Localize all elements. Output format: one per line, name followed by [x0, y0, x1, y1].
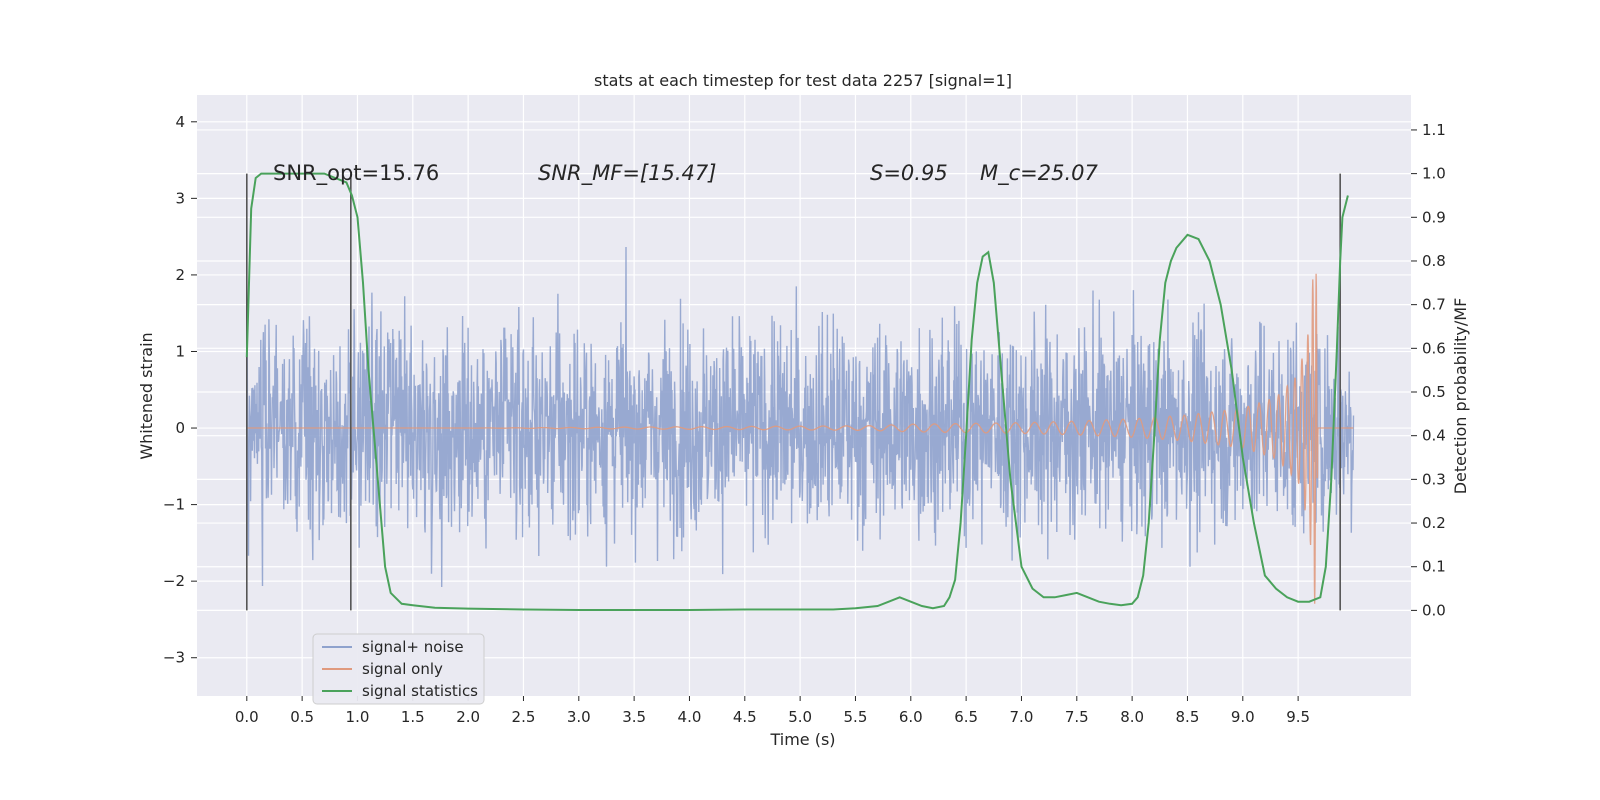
signal-noise-line — [246, 246, 1355, 588]
y2-tick-label: 0.5 — [1422, 383, 1446, 401]
y2-tick-label: 0.9 — [1422, 208, 1446, 226]
y2-tick-label: 0.6 — [1422, 339, 1446, 357]
y-tick-label: 0 — [175, 419, 185, 437]
x-tick-label: 4.0 — [678, 708, 702, 726]
x-tick-label: 9.0 — [1231, 708, 1255, 726]
x-tick-label: 1.0 — [346, 708, 370, 726]
x-tick-label: 3.5 — [622, 708, 646, 726]
y2-axis-label: Detection probability/MF — [1451, 298, 1470, 495]
right-gridlines — [197, 129, 1411, 611]
annotation-mc: M_c=25.07 — [980, 161, 1099, 186]
annotation-s: S=0.95 — [870, 161, 948, 185]
x-tick-label: 0.0 — [235, 708, 259, 726]
x-tick-label: 7.5 — [1065, 708, 1089, 726]
signal-only-line — [246, 273, 1354, 604]
y-tick-label: 3 — [175, 189, 185, 207]
signal-statistics-line — [245, 172, 1349, 611]
y-tick-label: 4 — [175, 113, 185, 131]
y2-tick-label: 0.1 — [1422, 558, 1446, 576]
y2-tick-label: 0.8 — [1422, 252, 1446, 270]
y-tick-label: −2 — [163, 572, 185, 590]
signal-statistics-series — [245, 172, 1349, 611]
x-tick-label: 7.0 — [1010, 708, 1034, 726]
y2-tick-label: 0.7 — [1422, 296, 1446, 314]
y2-tick-label: 0.2 — [1422, 514, 1446, 532]
y-tick-label: −1 — [163, 496, 185, 514]
legend-label-noise: signal+ noise — [362, 638, 464, 656]
y-tick-label: −3 — [163, 649, 185, 667]
y2-tick-label: 0.3 — [1422, 470, 1446, 488]
x-tick-label: 5.5 — [844, 708, 868, 726]
y-axis-ticks: 4 3 2 1 0 −1 −2 −3 — [163, 113, 197, 667]
x-tick-label: 6.0 — [899, 708, 923, 726]
x-tick-label: 5.0 — [788, 708, 812, 726]
x-tick-label: 1.5 — [401, 708, 425, 726]
x-tick-label: 8.0 — [1120, 708, 1144, 726]
y-axis-label: Whitened strain — [137, 332, 156, 459]
x-tick-label: 4.5 — [733, 708, 757, 726]
signal-noise-series — [246, 246, 1355, 588]
x-tick-label: 3.0 — [567, 708, 591, 726]
signal-only-series — [246, 273, 1354, 604]
chart-title: stats at each timestep for test data 225… — [594, 71, 1012, 90]
x-tick-label: 6.5 — [954, 708, 978, 726]
x-tick-label: 8.5 — [1176, 708, 1200, 726]
legend-label-signal: signal only — [362, 660, 443, 678]
y2-tick-label: 0.0 — [1422, 601, 1446, 619]
y-tick-label: 1 — [175, 342, 185, 360]
x-tick-label: 2.5 — [512, 708, 536, 726]
x-tick-label: 9.5 — [1286, 708, 1310, 726]
y2-axis-ticks: 1.1 1.0 0.9 0.8 0.7 0.6 0.5 0.4 0.3 0.2 0.1 0.0 — [1411, 121, 1446, 619]
legend: signal+ noise signal only signal statist… — [312, 633, 485, 705]
x-axis-ticks: 0.0 0.5 1.0 1.5 2.0 2.5 3.0 3.5 4.0 4.5 5.0 5.5 6.0 6… — [235, 696, 1310, 726]
y2-tick-label: 1.0 — [1422, 165, 1446, 183]
annotation-snr-mf: SNR_MF=[15.47] — [538, 161, 716, 186]
y2-tick-label: 1.1 — [1422, 121, 1446, 139]
y-tick-label: 2 — [175, 266, 185, 284]
annotation-snr-opt: SNR_opt=15.76 — [273, 161, 439, 186]
y2-tick-label: 0.4 — [1422, 427, 1446, 445]
x-axis-label: Time (s) — [769, 730, 835, 749]
legend-box — [312, 633, 485, 705]
legend-label-statistics: signal statistics — [362, 682, 478, 700]
x-tick-label: 0.5 — [290, 708, 314, 726]
x-tick-label: 2.0 — [456, 708, 480, 726]
